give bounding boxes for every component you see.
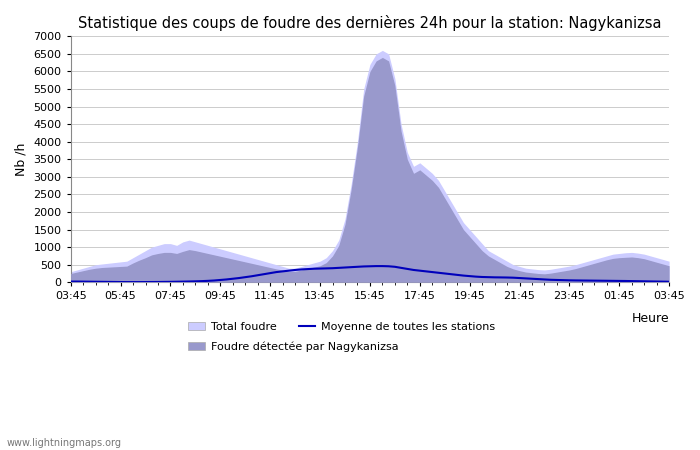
Legend: Foudre détectée par Nagykanizsa: Foudre détectée par Nagykanizsa [184,337,402,356]
Text: www.lightningmaps.org: www.lightningmaps.org [7,438,122,448]
Title: Statistique des coups de foudre des dernières 24h pour la station: Nagykanizsa: Statistique des coups de foudre des dern… [78,15,662,31]
Y-axis label: Nb /h: Nb /h [15,143,28,176]
Text: Heure: Heure [631,312,669,325]
